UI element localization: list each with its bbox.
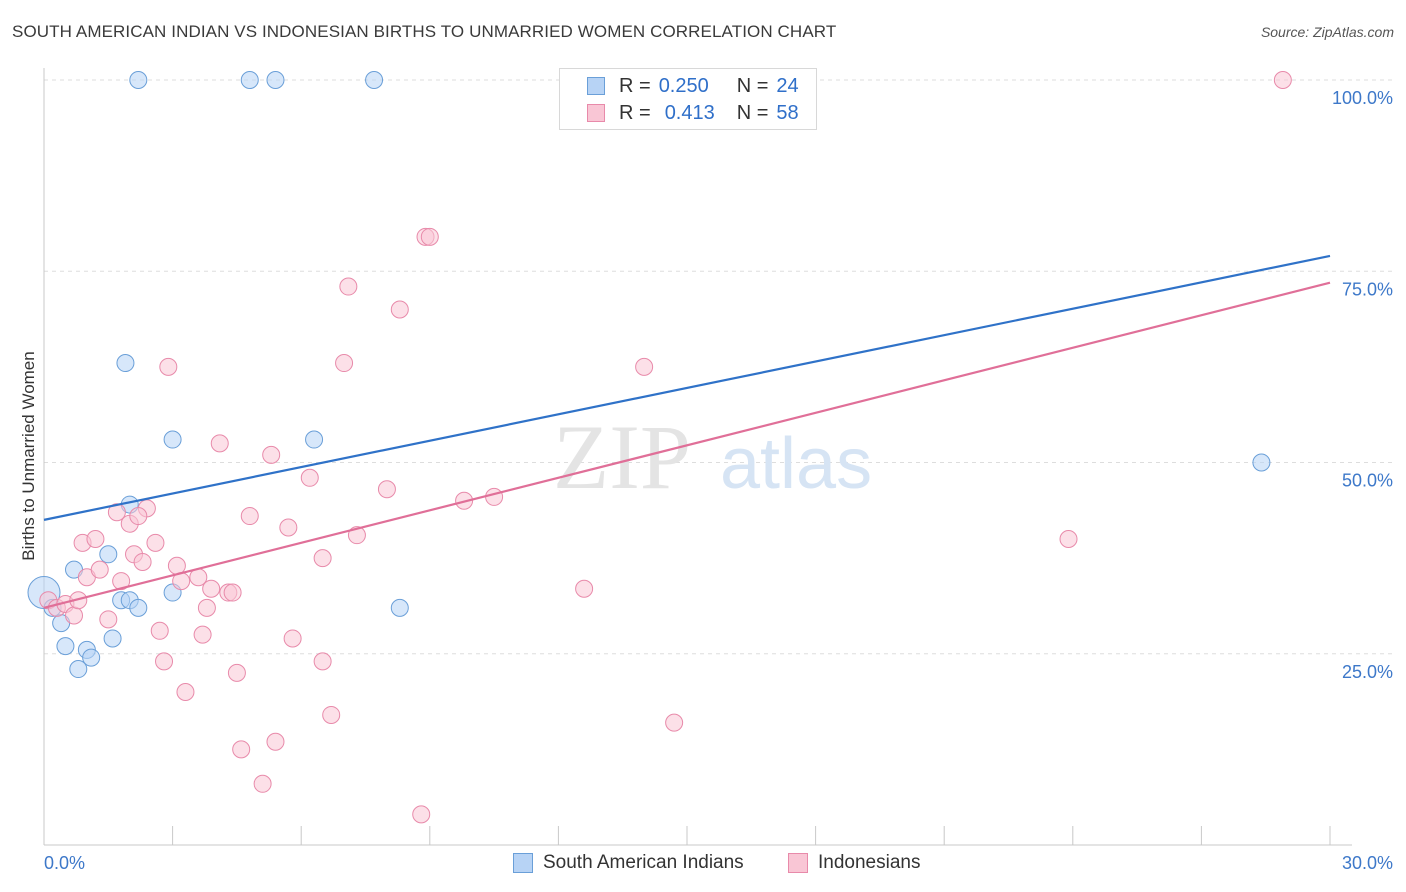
point-indonesian [202, 579, 221, 598]
point-indonesian [665, 713, 684, 732]
point-indonesian [262, 445, 281, 464]
point-indonesian [253, 774, 272, 793]
point-indonesian [266, 732, 285, 751]
point-indonesian [146, 533, 165, 552]
legend-n-value: 58 [776, 101, 799, 124]
point-indonesian [99, 610, 118, 629]
point-south-american [305, 430, 324, 449]
point-south-american [390, 598, 409, 617]
point-indonesian [227, 663, 246, 682]
point-south-american [103, 629, 122, 648]
point-indonesian [112, 572, 131, 591]
legend-r-label: R = [619, 74, 651, 97]
point-indonesian [390, 300, 409, 319]
point-indonesian [335, 354, 354, 373]
trend-line-indonesian [43, 281, 1331, 609]
point-south-american [1252, 453, 1271, 472]
point-indonesian [412, 805, 431, 824]
point-indonesian [176, 683, 195, 701]
legend-r-value: 0.413 [664, 101, 715, 124]
series-legend-south-american: South American Indians [513, 852, 744, 874]
point-south-american [129, 598, 148, 617]
data-points [27, 71, 1292, 824]
y-tick-label: 25.0% [1342, 662, 1393, 682]
point-indonesian [313, 549, 332, 568]
series-legend-indonesian: Indonesians [788, 852, 920, 874]
legend-swatch-pink [587, 104, 605, 122]
point-indonesian [1059, 530, 1078, 548]
point-indonesian [635, 357, 654, 376]
y-tick-label: 50.0% [1342, 471, 1393, 491]
x-ticks [43, 826, 1331, 845]
point-indonesian [377, 480, 396, 499]
x-tick-labels: 0.0% 30.0% [44, 853, 1393, 873]
series-name: South American Indians [543, 852, 744, 873]
point-indonesian [1273, 71, 1292, 89]
point-indonesian [133, 552, 152, 571]
point-indonesian [300, 468, 319, 487]
point-south-american [82, 648, 101, 667]
point-indonesian [279, 518, 298, 537]
x-tick-label-max: 30.0% [1342, 853, 1393, 873]
point-indonesian [322, 705, 341, 724]
y-tick-label: 75.0% [1342, 279, 1393, 299]
series-swatch-blue [513, 853, 533, 873]
point-south-american [129, 71, 148, 89]
axes [43, 68, 1352, 846]
point-indonesian [232, 740, 251, 759]
point-indonesian [339, 277, 358, 296]
point-indonesian [150, 621, 169, 640]
point-indonesian [159, 357, 178, 376]
point-indonesian [193, 625, 212, 644]
chart-title: SOUTH AMERICAN INDIAN VS INDONESIAN BIRT… [12, 22, 837, 41]
point-indonesian [485, 487, 504, 506]
legend-n-label: N = [736, 74, 769, 97]
point-indonesian [223, 583, 242, 602]
y-tick-labels: 25.0% 50.0% 75.0% 100.0% [1332, 88, 1393, 682]
point-indonesian [86, 530, 105, 548]
legend-n-label: N = [736, 101, 769, 124]
legend-r-label: R = [619, 101, 651, 124]
point-south-american [240, 71, 259, 89]
point-indonesian [210, 434, 229, 453]
trend-line-south-american [43, 254, 1331, 521]
gridlines [44, 79, 1395, 655]
legend-row-south-american: R = 0.250 N = 24 [587, 74, 799, 98]
point-indonesian [575, 579, 594, 598]
x-tick-label-min: 0.0% [44, 853, 85, 873]
series-name: Indonesians [818, 852, 921, 873]
point-indonesian [155, 652, 174, 671]
point-south-american [56, 637, 75, 656]
legend-r-value: 0.250 [658, 74, 709, 97]
correlation-legend: R = 0.250 N = 24 R = 0.413 N = 58 [559, 68, 817, 130]
source-label: Source: ZipAtlas.com [1260, 24, 1394, 40]
point-indonesian [107, 503, 126, 522]
y-axis-label: Births to Unmarried Women [19, 351, 38, 560]
series-legend: South American Indians Indonesians [0, 852, 1406, 876]
point-indonesian [283, 629, 302, 648]
point-indonesian [65, 606, 84, 625]
watermark: ZIP atlas [553, 406, 872, 508]
point-indonesian [129, 507, 148, 526]
legend-swatch-blue [587, 77, 605, 95]
point-indonesian [240, 507, 259, 526]
watermark-zip: ZIP [553, 406, 691, 508]
point-indonesian [313, 652, 332, 671]
series-swatch-pink [788, 853, 808, 873]
legend-row-indonesian: R = 0.413 N = 58 [587, 101, 799, 125]
point-south-american [365, 71, 384, 89]
point-indonesian [420, 227, 439, 246]
point-indonesian [90, 560, 109, 579]
point-south-american [266, 71, 285, 89]
point-south-american [163, 430, 182, 449]
point-south-american [99, 545, 118, 564]
y-tick-label: 100.0% [1332, 88, 1393, 108]
point-south-american [116, 354, 135, 373]
legend-n-value: 24 [776, 74, 799, 97]
point-south-american [69, 660, 88, 679]
watermark-atlas: atlas [720, 424, 872, 504]
trend-lines [43, 254, 1331, 609]
point-indonesian [197, 598, 216, 617]
